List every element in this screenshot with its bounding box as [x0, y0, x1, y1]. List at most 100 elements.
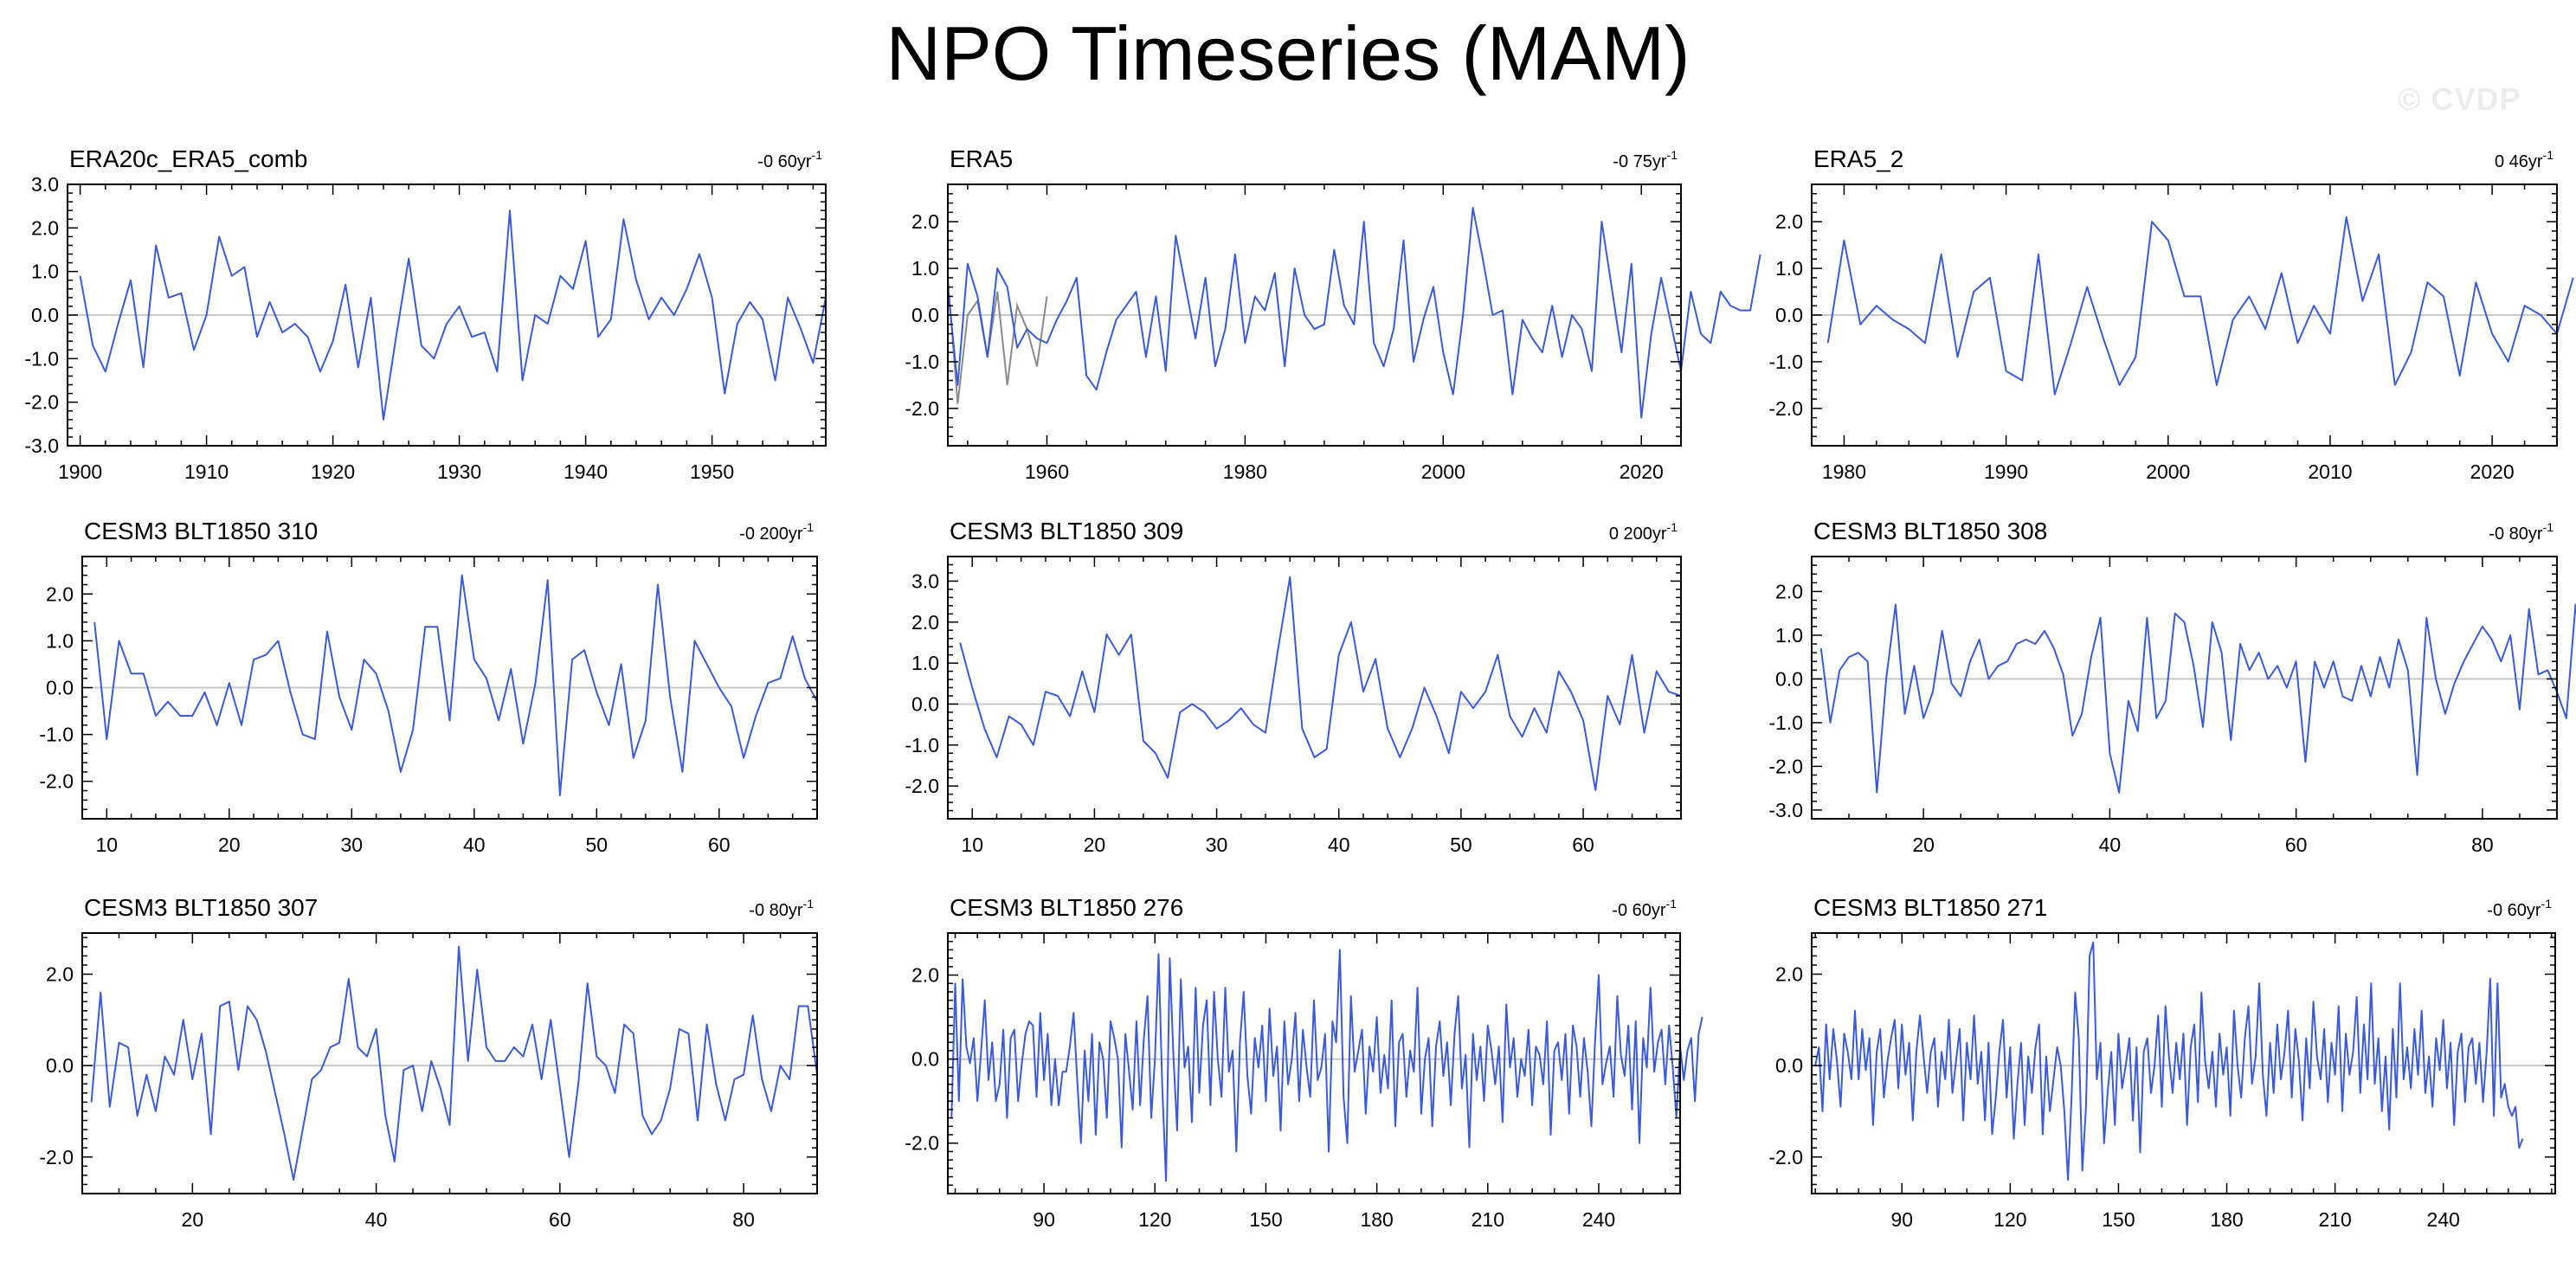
y-tick-label: 0.0	[1775, 667, 1803, 690]
panel-title: CESM3 BLT1850 308	[1813, 518, 2047, 544]
x-tick-label: 1980	[1223, 460, 1267, 483]
chart-panel-2: -2.0 -1.0 0.0 1.0 2.0 1960 1980 2000 2020 ERA5 -0 …	[905, 145, 1761, 483]
x-tick-label: 2020	[2470, 460, 2515, 483]
x-tick-label: 20	[1084, 834, 1106, 856]
series-line	[947, 207, 1761, 419]
y-tick-label: -2.0	[905, 775, 939, 797]
series-line	[1819, 603, 2576, 794]
x-tick-label: 60	[549, 1208, 571, 1231]
y-tick-label: -2.0	[24, 391, 59, 414]
plot-frame	[81, 932, 818, 1194]
x-tick-label: 60	[1572, 834, 1594, 856]
panel-title: ERA5_2	[1813, 145, 1903, 172]
y-tick-label: -1.0	[905, 734, 939, 756]
y-tick-label: 2.0	[911, 611, 939, 634]
y-tick-label: -2.0	[39, 770, 74, 793]
series-line	[93, 574, 818, 796]
panel-title: CESM3 BLT1850 307	[84, 894, 318, 921]
y-tick-label: -1.0	[905, 351, 939, 373]
y-tick-label: 1.0	[1775, 257, 1803, 280]
y-tick-label: 0.0	[1775, 304, 1803, 326]
x-tick-label: 2000	[1421, 460, 1465, 483]
y-tick-label: 0.0	[911, 304, 939, 326]
x-tick-label: 2020	[1620, 460, 1664, 483]
y-tick-label: -1.0	[1768, 711, 1803, 734]
x-tick-label: 90	[1033, 1208, 1055, 1231]
plot-frame	[1811, 556, 2558, 820]
y-tick-label: -2.0	[39, 1146, 74, 1168]
y-tick-label: 0.0	[911, 692, 939, 715]
trend-label: -0 60yr-1	[2487, 897, 2552, 920]
y-tick-label: -2.0	[1768, 1146, 1803, 1168]
x-tick-label: 50	[1450, 834, 1472, 856]
y-tick-label: -2.0	[905, 397, 939, 420]
cvdp-watermark: © CVDP	[2398, 81, 2521, 117]
panel-title: CESM3 BLT1850 276	[950, 894, 1183, 921]
overlay-series-line	[947, 277, 1048, 404]
chart-panel-6: -3.0 -2.0 -1.0 0.0 1.0 2.0 20 40 60 80 CESM3 BLT18…	[1768, 518, 2576, 856]
y-tick-label: 2.0	[1775, 963, 1803, 986]
y-tick-label: 3.0	[911, 570, 939, 592]
x-tick-label: 240	[2427, 1208, 2460, 1231]
x-tick-label: 1980	[1822, 460, 1866, 483]
x-tick-label: 30	[341, 834, 364, 856]
y-tick-label: 2.0	[911, 210, 939, 233]
x-tick-label: 10	[961, 834, 983, 856]
plot-frame	[947, 932, 1681, 1194]
chart-panel-4: -2.0 -1.0 0.0 1.0 2.0 10 20 30 40 50 60 CESM3 BLT18…	[39, 518, 818, 856]
y-tick-label: -2.0	[1768, 397, 1803, 420]
y-tick-label: 2.0	[1775, 580, 1803, 602]
x-tick-label: 80	[732, 1208, 755, 1231]
x-tick-label: 150	[1249, 1208, 1282, 1231]
x-tick-label: 2010	[2308, 460, 2352, 483]
y-tick-label: -3.0	[1768, 799, 1803, 821]
chart-panel-7: -2.0 0.0 2.0 20 40 60 80 CESM3 BLT1850 307 -0 80…	[39, 894, 818, 1231]
y-tick-label: -2.0	[905, 1132, 939, 1155]
chart-panel-1: -3.0 -2.0 -1.0 0.0 1.0 2.0 3.0 1900 1910 1920 1930…	[24, 145, 827, 483]
x-tick-label: 1960	[1025, 460, 1069, 483]
y-tick-label: -1.0	[1768, 351, 1803, 373]
y-tick-label: 1.0	[46, 629, 74, 652]
x-tick-label: 1920	[311, 460, 355, 483]
y-tick-label: 2.0	[1775, 210, 1803, 233]
x-tick-label: 60	[708, 834, 731, 856]
trend-label: -0 80yr-1	[749, 897, 814, 920]
x-tick-label: 20	[182, 1208, 204, 1231]
panel-title: CESM3 BLT1850 271	[1813, 894, 2047, 921]
y-tick-label: 1.0	[911, 257, 939, 280]
series-line	[959, 576, 1682, 791]
y-tick-label: 1.0	[911, 652, 939, 674]
x-tick-label: 20	[218, 834, 241, 856]
x-tick-label: 1990	[1984, 460, 2028, 483]
plot-frame	[947, 556, 1682, 820]
y-tick-label: 0.0	[911, 1048, 939, 1071]
y-tick-label: -1.0	[39, 724, 74, 746]
y-tick-label: 2.0	[46, 583, 74, 605]
x-tick-label: 1910	[184, 460, 229, 483]
panel-title: CESM3 BLT1850 309	[950, 518, 1183, 544]
x-tick-label: 40	[365, 1208, 388, 1231]
chart-panel-3: -2.0 -1.0 0.0 1.0 2.0 1980 1990 2000 2010 2020 ERA…	[1768, 145, 2574, 483]
y-tick-label: 0.0	[31, 304, 59, 326]
trend-label: 0 200yr-1	[1609, 520, 1678, 544]
trend-label: -0 80yr-1	[2489, 520, 2553, 544]
x-tick-label: 20	[1912, 834, 1935, 856]
x-tick-label: 40	[463, 834, 486, 856]
chart-panel-8: -2.0 0.0 2.0 90 120 150 180 210 240 CESM3 BLT1850…	[905, 894, 1703, 1231]
x-tick-label: 1930	[437, 460, 481, 483]
y-tick-label: 0.0	[1775, 1054, 1803, 1077]
y-tick-label: -1.0	[24, 347, 59, 370]
x-tick-label: 1940	[564, 460, 608, 483]
main-title: NPO Timeseries (MAM)	[886, 10, 1690, 96]
x-tick-label: 120	[1138, 1208, 1171, 1231]
panel-title: CESM3 BLT1850 310	[84, 518, 318, 544]
y-tick-label: 0.0	[46, 677, 74, 699]
chart-panel-5: -2.0 -1.0 0.0 1.0 2.0 3.0 10 20 30 40 50 60 CESM3 BL…	[905, 518, 1682, 856]
x-tick-label: 240	[1582, 1208, 1615, 1231]
trend-label: 0 46yr-1	[2495, 148, 2553, 171]
x-tick-label: 30	[1206, 834, 1228, 856]
y-tick-label: 1.0	[31, 261, 59, 283]
x-tick-label: 180	[2210, 1208, 2243, 1231]
x-tick-label: 120	[1993, 1208, 2026, 1231]
